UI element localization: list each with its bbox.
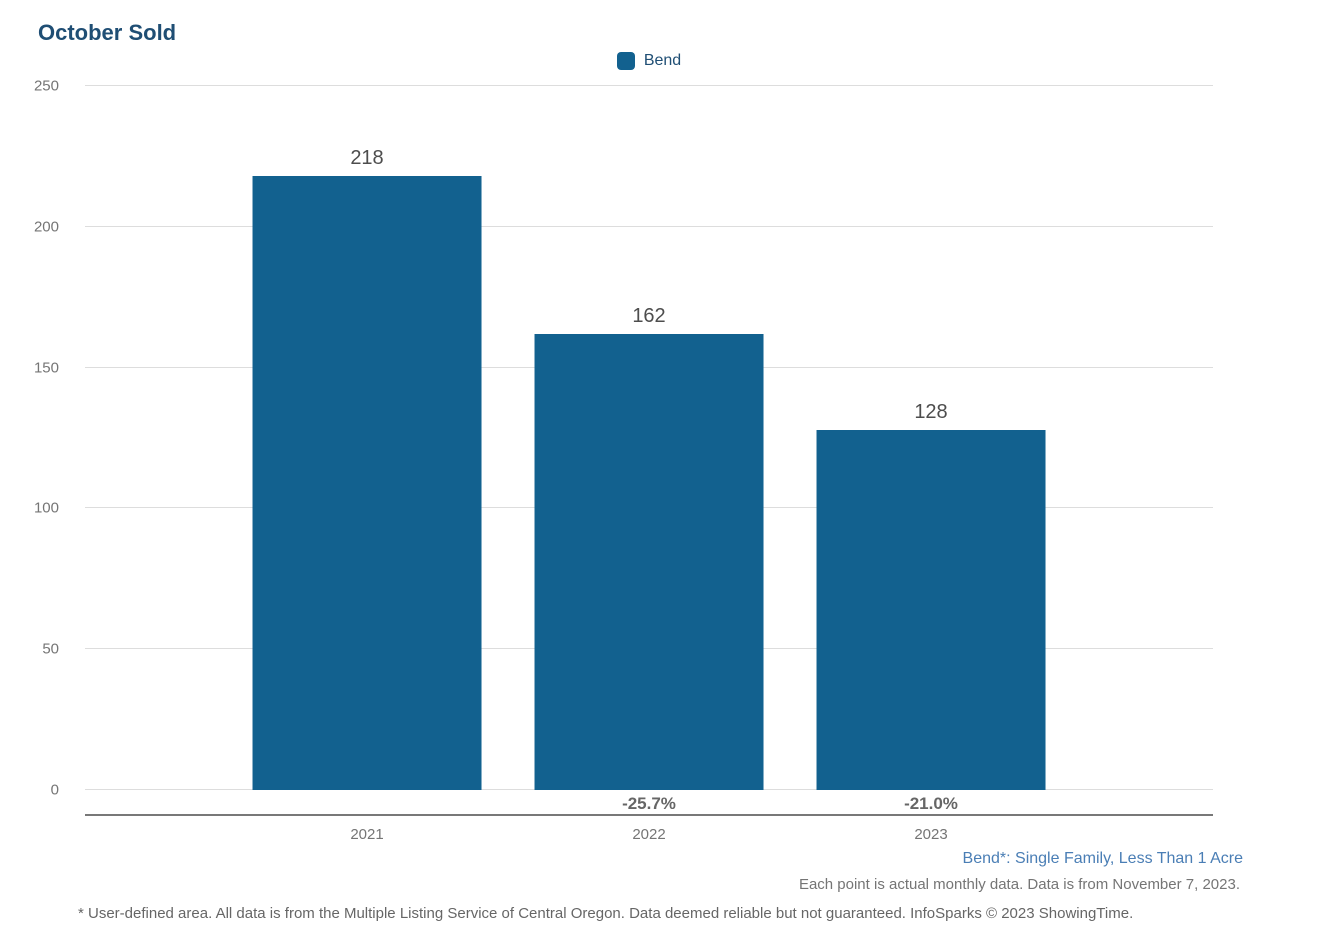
bar-value-label: 218	[350, 147, 384, 170]
pct-change-row: -25.7% -21.0%	[85, 794, 1213, 816]
bar-column-2022: 162	[534, 86, 764, 790]
data-source-note: Each point is actual monthly data. Data …	[798, 876, 1240, 893]
bar-value-label: 162	[632, 304, 666, 327]
y-tick-label: 150	[33, 359, 59, 377]
bar-2021[interactable]	[252, 176, 482, 790]
x-axis-line	[85, 814, 1213, 816]
y-tick-label: 250	[33, 77, 59, 95]
bar-2023[interactable]	[816, 429, 1046, 790]
bar-value-label: 128	[914, 400, 948, 423]
y-tick-label: 200	[33, 218, 59, 236]
legend-label: Bend	[643, 52, 682, 69]
x-axis-label: 2021	[350, 826, 384, 843]
chart-title: October Sold	[38, 20, 177, 45]
legend-swatch-icon	[616, 52, 635, 70]
plot-area: 218 162 128	[85, 85, 1213, 790]
legend-item-bend[interactable]: Bend	[616, 52, 682, 70]
y-tick-label: 0	[50, 781, 59, 799]
series-definition-note: Bend*: Single Family, Less Than 1 Acre	[962, 850, 1243, 867]
pct-change-label: -21.0%	[904, 794, 958, 813]
gridline	[85, 225, 1213, 227]
disclaimer-text: * User-defined area. All data is from th…	[78, 905, 1134, 922]
y-tick-label: 100	[33, 499, 59, 517]
x-axis-label: 2023	[914, 826, 948, 843]
y-tick-label: 50	[42, 640, 59, 658]
bar-2022[interactable]	[534, 333, 764, 790]
pct-change-label: -25.7%	[622, 794, 676, 813]
gridline	[85, 85, 1213, 86]
x-axis-labels-row: 2021 2022 2023	[85, 826, 1213, 846]
bar-column-2023: 128	[816, 86, 1046, 790]
bar-column-2021: 218	[252, 86, 482, 790]
legend: Bend	[85, 52, 1213, 70]
y-axis: 0 50 100 150 200 250	[0, 79, 72, 798]
x-axis-label: 2022	[632, 826, 666, 843]
